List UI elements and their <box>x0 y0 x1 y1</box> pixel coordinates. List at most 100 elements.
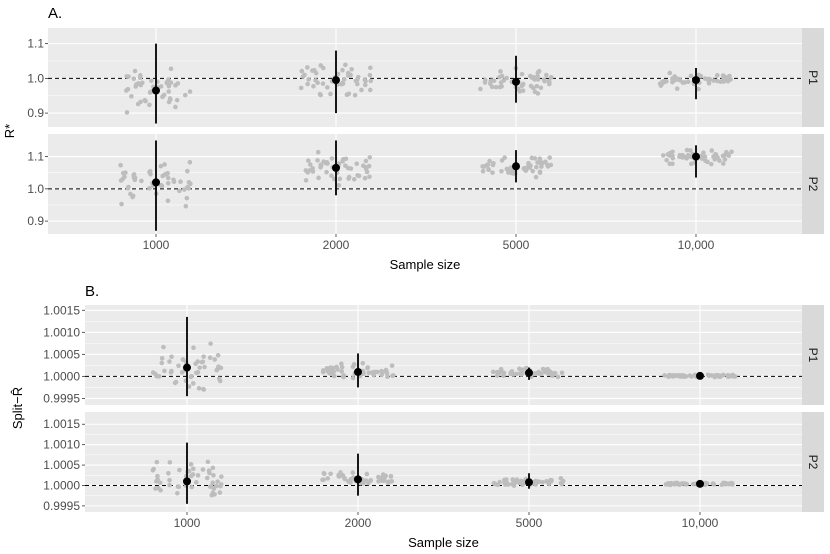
raw-point <box>718 79 723 85</box>
raw-point <box>350 364 356 370</box>
raw-point <box>729 149 734 155</box>
raw-point <box>690 481 696 487</box>
raw-point <box>533 482 539 487</box>
raw-point <box>320 368 326 373</box>
raw-point <box>362 82 368 88</box>
raw-point <box>157 480 163 486</box>
facet-p2: 0.9995 1.0000 1.0005 1.0010 1.0015 P2 <box>43 412 824 513</box>
raw-point <box>166 77 171 82</box>
raw-point <box>215 479 220 484</box>
raw-point <box>307 162 313 167</box>
mean-point <box>692 76 700 85</box>
raw-point <box>165 175 171 181</box>
raw-point <box>166 89 171 94</box>
mean-point <box>696 479 704 488</box>
raw-point <box>306 168 312 173</box>
raw-point <box>366 370 372 376</box>
raw-point <box>161 344 166 350</box>
raw-point <box>132 68 138 74</box>
raw-point <box>159 360 165 366</box>
raw-point <box>124 74 130 79</box>
raw-point <box>705 159 710 165</box>
raw-point <box>545 370 550 376</box>
raw-point <box>166 99 172 105</box>
facet-strip <box>802 412 824 512</box>
x-tick-label: 2000 <box>323 238 350 252</box>
raw-point <box>155 473 160 479</box>
y-tick-label: 1.0 <box>27 182 44 196</box>
raw-point <box>336 183 342 188</box>
raw-point <box>362 77 368 82</box>
raw-point <box>724 149 729 155</box>
raw-point <box>688 73 694 79</box>
raw-point <box>535 77 541 82</box>
raw-point <box>560 478 566 484</box>
raw-point <box>480 168 486 174</box>
raw-point <box>191 345 196 351</box>
raw-point <box>519 71 525 77</box>
raw-point <box>329 173 334 179</box>
facet-strip <box>802 305 824 405</box>
raw-point <box>662 373 667 378</box>
raw-point <box>666 372 672 378</box>
raw-point <box>156 485 161 491</box>
chart-b: B.0.99951.00001.00051.00101.0015P10.9995… <box>10 283 824 550</box>
y-tick-label: 0.9 <box>27 214 44 228</box>
y-tick-label: 1.1 <box>27 37 44 51</box>
raw-point <box>305 65 310 70</box>
raw-point <box>346 174 352 180</box>
raw-point <box>193 480 199 485</box>
panel-background <box>85 412 802 512</box>
raw-point <box>545 164 551 169</box>
raw-point <box>677 152 683 158</box>
raw-point <box>699 156 705 161</box>
raw-point <box>478 86 483 92</box>
raw-point <box>125 186 131 191</box>
raw-point <box>189 484 195 490</box>
raw-point <box>183 203 189 209</box>
raw-point <box>159 183 165 189</box>
raw-point <box>684 155 689 160</box>
mean-point <box>525 478 533 487</box>
y-tick-label: 1.0005 <box>43 347 80 361</box>
raw-point <box>536 479 542 484</box>
raw-point <box>501 373 506 378</box>
raw-point <box>173 83 178 88</box>
raw-point <box>131 76 137 82</box>
raw-point <box>497 74 502 80</box>
raw-point <box>366 480 371 486</box>
raw-point <box>390 373 396 378</box>
raw-point <box>517 89 523 94</box>
raw-point <box>670 79 675 85</box>
raw-point <box>544 479 549 484</box>
x-axis-title: Sample size <box>390 257 461 272</box>
raw-point <box>317 91 323 97</box>
raw-point <box>167 96 173 101</box>
raw-point <box>325 476 331 481</box>
raw-point <box>352 92 358 98</box>
raw-point <box>720 161 726 166</box>
raw-point <box>147 169 152 175</box>
raw-point <box>497 479 502 485</box>
raw-point <box>687 373 693 378</box>
raw-point <box>531 74 536 80</box>
raw-point <box>355 173 360 178</box>
raw-point <box>150 370 156 375</box>
raw-point <box>169 354 174 359</box>
raw-point <box>195 473 201 478</box>
raw-point <box>350 470 356 475</box>
raw-point <box>667 153 673 158</box>
raw-point <box>499 168 504 174</box>
raw-point <box>688 148 693 153</box>
facet-strip-label: P1 <box>806 348 820 363</box>
raw-point <box>508 370 514 376</box>
raw-point <box>351 176 357 182</box>
raw-point <box>532 156 538 161</box>
raw-point <box>341 76 347 82</box>
raw-point <box>665 481 671 487</box>
raw-point <box>349 66 354 72</box>
raw-point <box>165 180 171 186</box>
raw-point <box>298 85 304 91</box>
raw-point <box>132 175 138 181</box>
raw-point <box>175 484 181 489</box>
